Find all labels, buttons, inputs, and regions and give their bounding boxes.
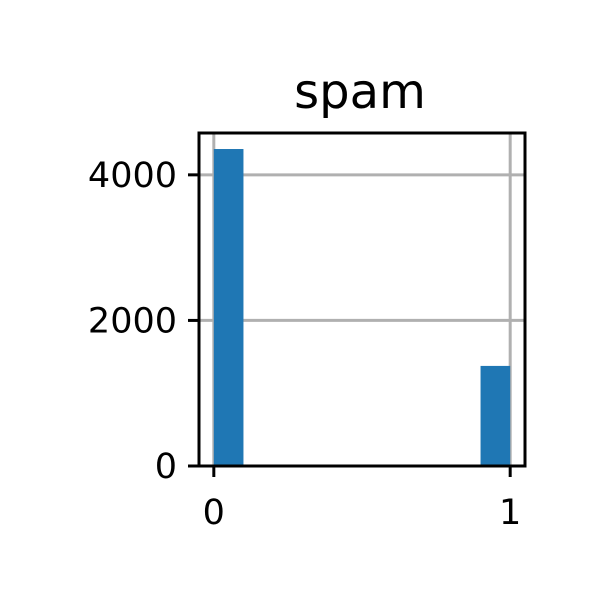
chart-title: spam bbox=[294, 64, 426, 120]
ticks-layer: 0 1 0 2000 4000 bbox=[88, 156, 521, 533]
plot-frame bbox=[197, 131, 527, 468]
y-tick-label-0: 0 bbox=[155, 447, 177, 487]
grid-layer bbox=[199, 133, 525, 468]
y-tick-label-2: 4000 bbox=[88, 156, 177, 196]
x-tick-label-0: 0 bbox=[203, 493, 225, 533]
histogram-bar-0 bbox=[213, 149, 244, 466]
y-tick-label-1: 2000 bbox=[88, 301, 177, 341]
x-tick-label-1: 1 bbox=[499, 493, 521, 533]
bars-layer bbox=[213, 149, 511, 466]
histogram-bar-1 bbox=[480, 365, 511, 466]
